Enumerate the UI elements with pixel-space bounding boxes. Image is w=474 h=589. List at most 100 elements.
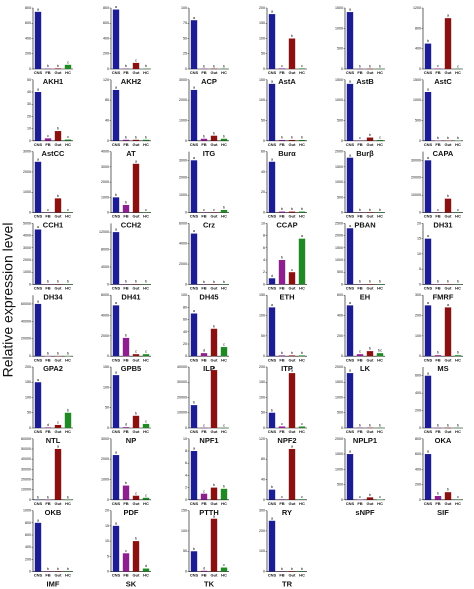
y-tick-label: 4000 xyxy=(179,242,187,246)
y-tick-label: 0 xyxy=(263,139,265,143)
x-tick-label: CNS xyxy=(346,429,355,434)
y-tick-label: 1000 xyxy=(335,26,343,30)
panel-title: OKA xyxy=(435,436,452,445)
significance-letter: b xyxy=(125,63,128,68)
y-tick-label: 0 xyxy=(107,498,109,502)
y-tick-label: 100 xyxy=(181,529,187,533)
x-tick-label: FB xyxy=(123,357,128,362)
significance-letter: b xyxy=(379,279,382,284)
bar xyxy=(122,485,130,500)
significance-letter: b xyxy=(281,255,284,260)
significance-letter: a xyxy=(447,13,450,18)
x-tick-label: Gut xyxy=(55,429,63,434)
y-tick-label: 500 xyxy=(337,118,343,122)
panel-title: PTTH xyxy=(199,508,219,517)
y-tick-label: 0 xyxy=(341,354,343,358)
bar xyxy=(278,68,286,69)
significance-letter: d xyxy=(125,422,127,427)
significance-letter: a xyxy=(193,446,196,451)
bar xyxy=(220,488,228,500)
y-tick-label: 3000 xyxy=(23,150,31,154)
significance-letter: b xyxy=(57,279,60,284)
panel-title: ITG xyxy=(203,149,216,158)
significance-letter: c xyxy=(437,63,439,68)
y-tick-label: 1500 xyxy=(335,380,343,384)
y-tick-label: 60 xyxy=(183,318,187,322)
significance-letter: b xyxy=(291,566,294,571)
significance-letter: b xyxy=(457,135,460,140)
x-tick-label: CNS xyxy=(190,501,199,506)
x-tick-label: HC xyxy=(299,142,305,147)
y-tick-label: 10 xyxy=(105,539,109,543)
y-tick-label: 1000 xyxy=(179,193,187,197)
y-tick-label: 1000 xyxy=(335,258,343,262)
significance-letter: c xyxy=(203,207,205,212)
x-tick-label: FB xyxy=(357,501,362,506)
y-tick-label: 4000 xyxy=(23,234,31,238)
significance-letter: c xyxy=(145,418,147,423)
bar xyxy=(366,351,374,357)
y-tick-label: 0 xyxy=(185,282,187,286)
bar xyxy=(210,518,218,572)
y-tick-label: 0 xyxy=(29,426,31,430)
bar xyxy=(424,238,432,285)
significance-letter: a xyxy=(349,152,352,157)
panel-title: AstCC xyxy=(42,149,66,158)
x-tick-label: HC xyxy=(65,142,71,147)
significance-letter: b xyxy=(291,33,294,38)
bar xyxy=(298,499,306,500)
bar xyxy=(142,139,150,141)
y-tick-label: 40000 xyxy=(21,319,31,323)
y-tick-label: 500 xyxy=(337,483,343,487)
significance-letter: c xyxy=(359,494,361,499)
significance-letter: a xyxy=(427,449,430,454)
significance-letter: b xyxy=(125,480,128,485)
x-tick-label: FB xyxy=(45,357,50,362)
significance-letter: b xyxy=(447,487,450,492)
x-tick-label: CNS xyxy=(424,357,433,362)
y-tick-label: 12000 xyxy=(99,230,109,234)
bar xyxy=(112,89,120,141)
x-tick-label: HC xyxy=(143,70,149,75)
bar xyxy=(132,139,140,141)
bar xyxy=(34,382,42,428)
x-tick-label: Gut xyxy=(211,357,219,362)
y-tick-label: 10000 xyxy=(21,488,31,492)
y-tick-label: 600 xyxy=(103,21,109,25)
x-tick-label: CNS xyxy=(34,429,43,434)
y-tick-label: 4 xyxy=(263,258,265,262)
significance-letter: a xyxy=(115,520,118,525)
panel-title: NPLP1 xyxy=(353,436,377,445)
significance-letter: b xyxy=(125,134,128,139)
y-tick-label: 400 xyxy=(25,36,31,40)
x-tick-label: CNS xyxy=(34,214,43,219)
panel-title: AKH1 xyxy=(43,77,63,86)
y-tick-label: 0 xyxy=(419,426,421,430)
y-tick-label: 50 xyxy=(261,334,265,338)
y-tick-label: 500 xyxy=(337,47,343,51)
bar xyxy=(54,424,62,428)
y-tick-label: 40 xyxy=(105,118,109,122)
significance-letter: c xyxy=(291,267,293,272)
x-tick-label: HC xyxy=(221,214,227,219)
x-tick-label: CNS xyxy=(190,429,199,434)
significance-letter: b xyxy=(213,130,216,135)
significance-letter: b xyxy=(57,126,60,131)
significance-letter: b xyxy=(67,351,70,356)
x-tick-label: Gut xyxy=(367,501,375,506)
x-tick-label: CNS xyxy=(346,357,355,362)
significance-letter: b xyxy=(379,207,382,212)
bar xyxy=(220,347,228,357)
y-tick-label: 20000 xyxy=(411,176,421,180)
bar xyxy=(288,211,296,213)
y-tick-label: 3000 xyxy=(179,158,187,162)
y-tick-label: 30 xyxy=(27,102,31,106)
y-tick-label: 4 xyxy=(185,473,187,477)
bar xyxy=(112,197,120,213)
x-tick-label: Gut xyxy=(211,214,219,219)
bar xyxy=(122,337,130,357)
x-tick-label: Gut xyxy=(133,573,141,578)
significance-letter: b xyxy=(213,482,216,487)
x-tick-label: CNS xyxy=(424,501,433,506)
y-tick-label: 15 xyxy=(105,524,109,528)
